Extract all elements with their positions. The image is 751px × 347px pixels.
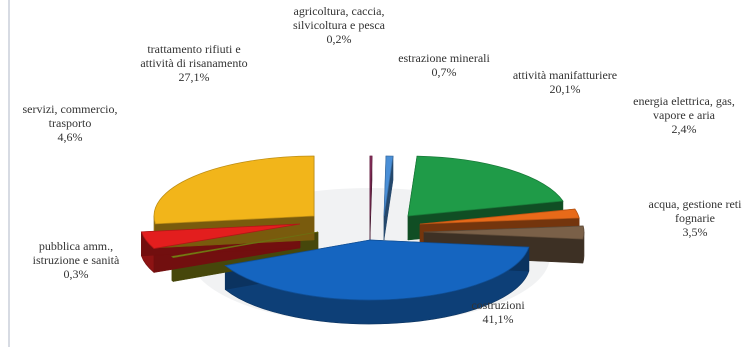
pie-slice-pubblica-amm-istruzione-e-sanita bbox=[171, 231, 319, 258]
slice-name-line: trasporto bbox=[49, 116, 92, 130]
pie-slice-costruzioni bbox=[224, 239, 530, 301]
slice-value-label: 4,6% bbox=[58, 130, 83, 144]
pie-slice-energia-elettrica-gas-vapore-e-aria bbox=[419, 208, 580, 225]
slice-name-line: trattamento rifiuti e bbox=[147, 42, 240, 56]
slice-name-line: servizi, commercio, bbox=[23, 102, 118, 116]
slice-name-line: vapore e aria bbox=[653, 108, 716, 122]
slice-name-line: istruzione e sanità bbox=[33, 253, 120, 267]
pie-labels: agricoltura, caccia, silvicoltura e pesca… bbox=[23, 4, 743, 326]
slice-name-line: attività manifatturiere bbox=[513, 68, 617, 82]
slice-value-label: 0,2% bbox=[327, 32, 352, 46]
slice-label-servizi-commercio-trasporto: servizi, commercio, trasporto 4,6% bbox=[23, 102, 118, 144]
slice-name-line: costruzioni bbox=[471, 298, 525, 312]
slice-value-label: 0,7% bbox=[432, 65, 457, 79]
pie-slice-agricoltura-caccia-silvicoltura-e-pesca bbox=[369, 155, 373, 217]
pie-slice-attivita-manifatturiere bbox=[407, 155, 564, 217]
slice-value-label: 41,1% bbox=[483, 312, 514, 326]
pie-tops bbox=[140, 155, 585, 301]
slice-name-line: acqua, gestione reti bbox=[649, 197, 743, 211]
slice-name-line: pubblica amm., bbox=[39, 239, 113, 253]
slice-label-agricoltura-caccia-silvicoltura-e-pesca: agricoltura, caccia, silvicoltura e pesca… bbox=[293, 4, 386, 46]
slice-name-line: agricoltura, caccia, bbox=[294, 4, 385, 18]
slice-value-label: 20,1% bbox=[550, 82, 581, 96]
slice-label-costruzioni: costruzioni 41,1% bbox=[471, 298, 525, 326]
slice-value-label: 27,1% bbox=[179, 70, 210, 84]
slice-value-label: 3,5% bbox=[683, 225, 708, 239]
pie-slice-servizi-commercio-trasporto bbox=[140, 223, 301, 249]
left-border bbox=[8, 0, 10, 347]
slice-value-label: 0,3% bbox=[64, 267, 89, 281]
slice-name-line: energia elettrica, gas, bbox=[633, 94, 735, 108]
slice-label-estrazione-minerali: estrazione minerali 0,7% bbox=[398, 51, 490, 79]
pie-slice-estrazione-minerali bbox=[383, 155, 394, 217]
slice-label-acqua-gestione-reti-fognarie: acqua, gestione reti fognarie 3,5% bbox=[649, 197, 743, 239]
slice-name-line: silvicoltura e pesca bbox=[293, 18, 386, 32]
slice-label-trattamento-rifiuti-e-attivita-di-risanamento: trattamento rifiuti e attività di risanam… bbox=[140, 42, 247, 84]
pie-slice-acqua-gestione-reti-fognarie bbox=[423, 225, 585, 240]
slice-label-energia-elettrica-gas-vapore-e-aria: energia elettrica, gas, vapore e aria 2,4% bbox=[633, 94, 735, 136]
slice-name-line: fognarie bbox=[675, 211, 715, 225]
slice-value-label: 2,4% bbox=[672, 122, 697, 136]
slice-label-attivita-manifatturiere: attività manifatturiere 20,1% bbox=[513, 68, 617, 96]
slice-label-pubblica-amm-istruzione-e-sanita: pubblica amm., istruzione e sanità 0,3% bbox=[33, 239, 120, 281]
pie-slice-trattamento-rifiuti-e-attivita-di-risanamento bbox=[153, 155, 315, 225]
slice-name-line: attività di risanamento bbox=[140, 56, 247, 70]
slice-name-line: estrazione minerali bbox=[398, 51, 490, 65]
